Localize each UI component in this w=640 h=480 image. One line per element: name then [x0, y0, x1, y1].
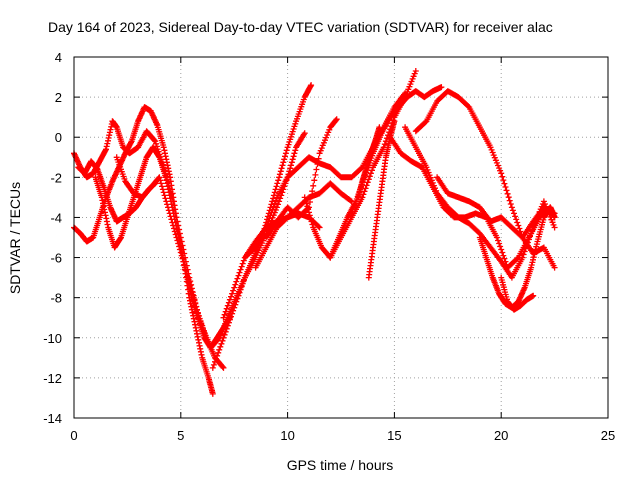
marker-trace [412, 88, 558, 271]
axis-ticks: 0 5 10 15 20 25 -14 -12 -10 -8 -6 -4 -2 0 2 4 [43, 50, 615, 443]
series-sat-a [71, 104, 216, 397]
x-tick-label: 0 [70, 428, 77, 443]
series-sat-n [355, 124, 383, 201]
y-tick-label: 2 [55, 90, 62, 105]
x-axis-label: GPS time / hours [286, 457, 394, 473]
y-tick-label: 4 [55, 50, 62, 65]
marker-trace [209, 130, 308, 371]
y-tick-label: -8 [50, 291, 62, 306]
marker-trace [241, 210, 323, 261]
marker-trace [498, 274, 537, 313]
y-axis-label: SDTVAR / TECUs [7, 181, 23, 295]
x-tick-label: 20 [494, 428, 508, 443]
plot-frame [73, 56, 609, 419]
x-tick-label: 5 [177, 428, 184, 443]
marker-trace [71, 104, 216, 397]
series-sat-j [241, 210, 323, 261]
marker-trace [355, 124, 383, 201]
y-tick-label: -6 [50, 251, 62, 266]
x-tick-label: 25 [601, 428, 615, 443]
x-tick-label: 10 [280, 428, 294, 443]
x-tick-label: 15 [387, 428, 401, 443]
y-tick-label: -4 [50, 210, 62, 225]
marker-trace [365, 118, 398, 281]
marker-trace [434, 174, 558, 241]
series-sat-m [365, 118, 398, 281]
series-sat-s [498, 274, 537, 313]
y-tick-label: 0 [55, 130, 62, 145]
series-sat-k [301, 84, 445, 261]
series-sat-t [434, 174, 558, 241]
y-tick-label: -10 [43, 331, 62, 346]
y-tick-label: -12 [43, 371, 62, 386]
series-sat-q [412, 88, 558, 271]
series-sat-f [209, 130, 308, 371]
chart-title: Day 164 of 2023, Sidereal Day-to-day VTE… [48, 19, 553, 35]
y-tick-label: -2 [50, 170, 62, 185]
y-tick-label: -14 [43, 411, 62, 426]
data-marks [71, 68, 558, 397]
marker-trace [301, 84, 445, 261]
